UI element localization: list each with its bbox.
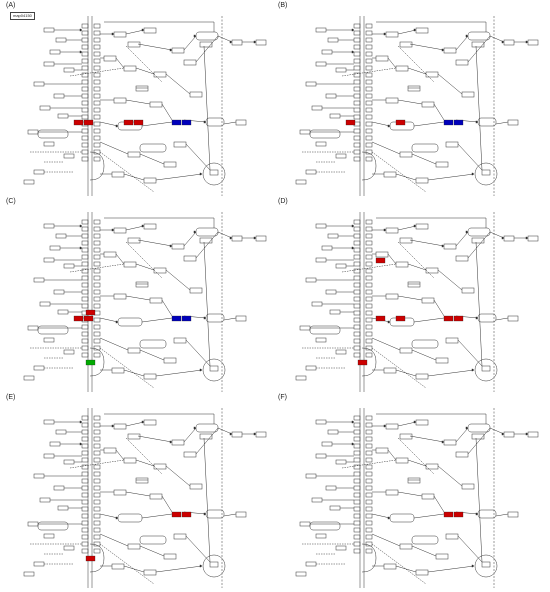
- highlighted-gene-box: [83, 119, 94, 126]
- highlighted-gene-box: [395, 119, 406, 126]
- panel-f: (F): [276, 394, 546, 588]
- pathway-diagram: [295, 16, 539, 196]
- panel-label: (C): [6, 198, 16, 205]
- highlighted-gene-box: [181, 511, 192, 518]
- highlighted-gene-box: [443, 511, 454, 518]
- highlighted-gene-box: [171, 511, 182, 518]
- panel-label: (D): [278, 198, 288, 205]
- pathway-diagram: [23, 408, 267, 588]
- panel-label: (B): [278, 2, 288, 9]
- highlighted-gene-box: [453, 511, 464, 518]
- highlighted-gene-box: [395, 315, 406, 322]
- highlighted-gene-box: [181, 119, 192, 126]
- panel-e: (E): [4, 394, 274, 588]
- pathway-diagram: [23, 212, 267, 392]
- panel-b: (B): [276, 2, 546, 196]
- highlighted-gene-box: [453, 315, 464, 322]
- highlighted-gene-box: [181, 315, 192, 322]
- highlighted-gene-box: [375, 315, 386, 322]
- highlighted-gene-box: [85, 555, 96, 562]
- pathway-skeleton: [23, 408, 267, 588]
- highlighted-gene-box: [171, 315, 182, 322]
- highlighted-gene-box: [443, 315, 454, 322]
- pathway-skeleton: [23, 16, 267, 196]
- highlighted-gene-box: [345, 119, 356, 126]
- panel-d: (D): [276, 198, 546, 392]
- pathway-diagram: [295, 408, 539, 588]
- highlighted-gene-box: [73, 315, 84, 322]
- highlighted-gene-box: [171, 119, 182, 126]
- highlighted-gene-box: [443, 119, 454, 126]
- highlighted-gene-box: [133, 119, 144, 126]
- pathway-diagram: [23, 16, 267, 196]
- panel-a: (A) map04150: [4, 2, 274, 196]
- pathway-skeleton: [295, 212, 539, 392]
- panel-label: (E): [6, 394, 16, 401]
- highlighted-gene-box: [83, 315, 94, 322]
- panel-label: (A): [6, 2, 16, 9]
- pathway-skeleton: [295, 408, 539, 588]
- panel-c: (C): [4, 198, 274, 392]
- pathway-skeleton: [23, 212, 267, 392]
- pathway-diagram: [295, 212, 539, 392]
- pathway-id-label: map04150: [10, 12, 35, 20]
- highlighted-gene-box: [375, 257, 386, 264]
- highlighted-gene-box: [357, 359, 368, 366]
- highlighted-gene-box: [123, 119, 134, 126]
- highlighted-gene-box: [85, 359, 96, 366]
- highlighted-gene-box: [73, 119, 84, 126]
- pathway-skeleton: [295, 16, 539, 196]
- highlighted-gene-box: [85, 309, 96, 316]
- panel-label: (F): [278, 394, 287, 401]
- highlighted-gene-box: [453, 119, 464, 126]
